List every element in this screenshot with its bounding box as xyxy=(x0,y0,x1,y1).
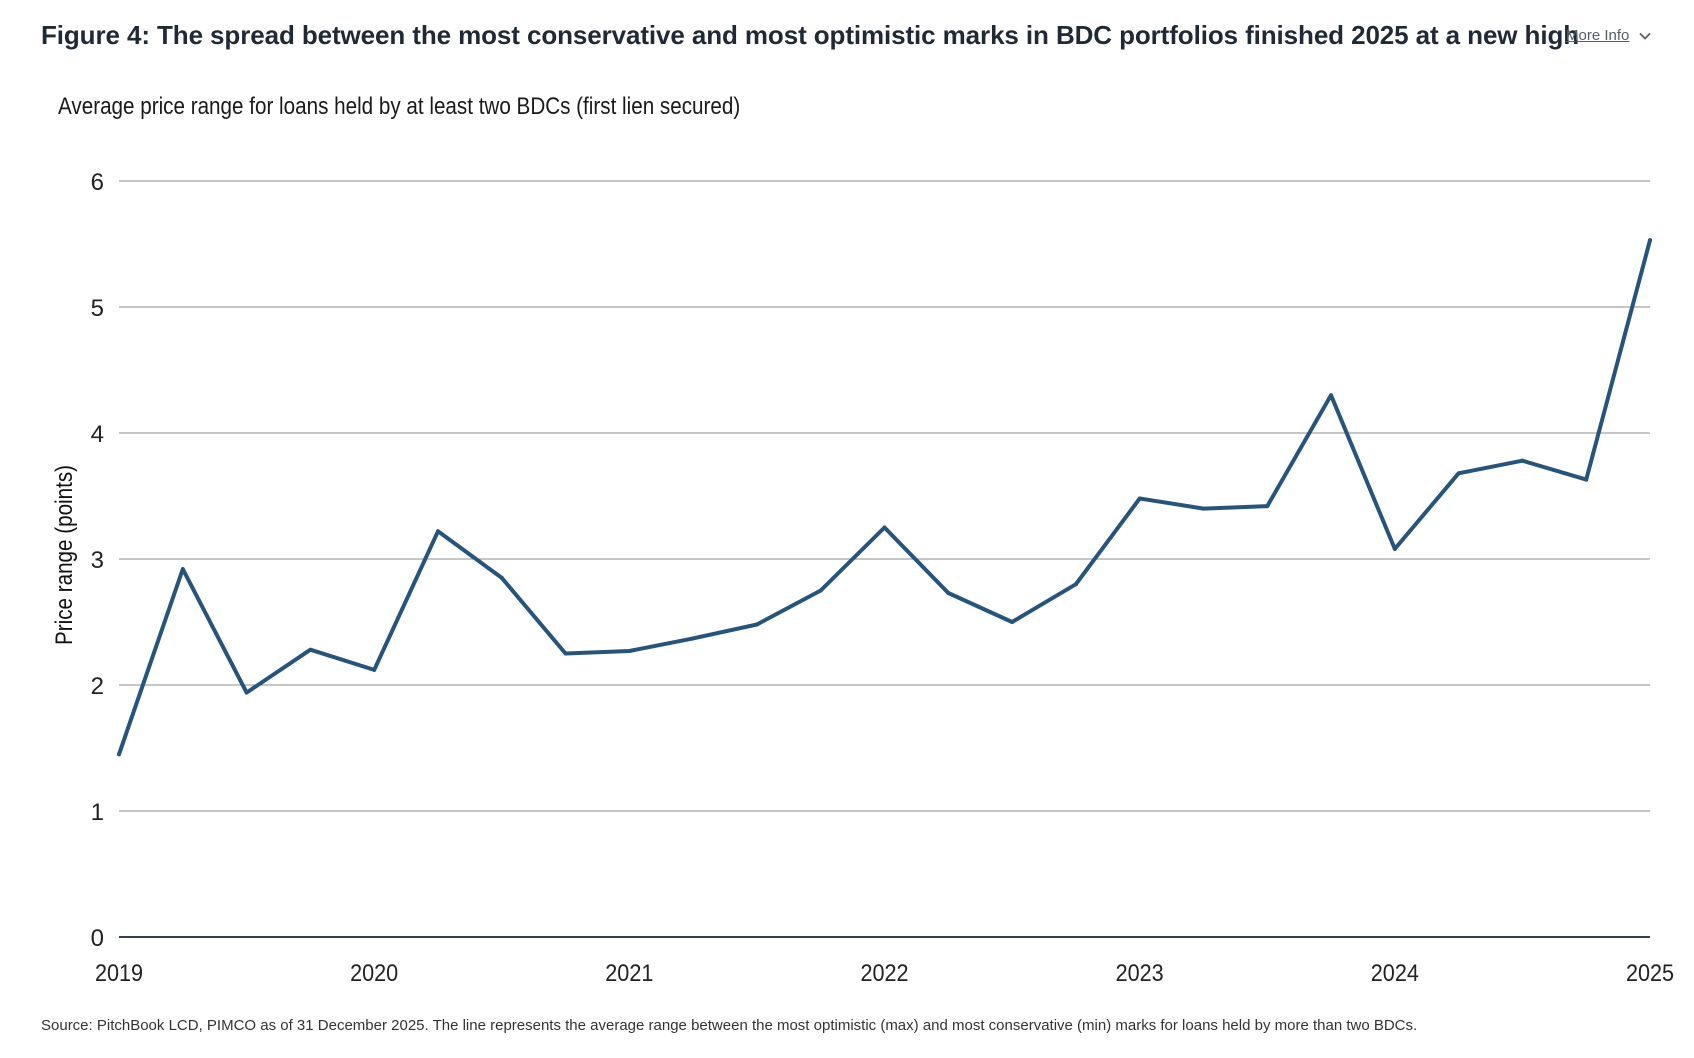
y-tick-label: 5 xyxy=(91,295,104,322)
data-point xyxy=(1073,582,1078,587)
y-tick-label: 0 xyxy=(91,925,104,952)
y-axis-title: Price range (points) xyxy=(51,465,78,645)
figure-title: Figure 4: The spread between the most co… xyxy=(41,20,1580,50)
data-point xyxy=(946,591,951,596)
source-note: Source: PitchBook LCD, PIMCO as of 31 De… xyxy=(41,1017,1418,1034)
x-tick-label: 2025 xyxy=(1626,959,1674,986)
data-point xyxy=(1137,496,1142,501)
data-point xyxy=(754,622,759,627)
y-tick-label: 6 xyxy=(91,169,104,196)
x-tick-label: 2020 xyxy=(350,959,398,986)
data-point xyxy=(1265,504,1270,509)
more-info-label: More Info xyxy=(1566,27,1630,44)
y-tick-label: 2 xyxy=(91,673,104,700)
data-point xyxy=(1392,546,1397,551)
data-point xyxy=(627,648,632,653)
data-point xyxy=(180,567,185,572)
x-tick-label: 2021 xyxy=(605,959,653,986)
data-point xyxy=(691,636,696,641)
data-point xyxy=(435,529,440,534)
x-axis-ticks: 2019 2020 2021 2022 2023 2024 2025 xyxy=(95,959,1674,986)
data-point xyxy=(499,575,504,580)
y-tick-label: 3 xyxy=(91,547,104,574)
x-tick-label: 2019 xyxy=(95,959,143,986)
gridlines xyxy=(119,180,1650,938)
more-info-button[interactable]: More Info xyxy=(1566,27,1653,44)
data-point xyxy=(882,525,887,530)
data-point xyxy=(1201,506,1206,511)
chevron-down-icon xyxy=(1639,32,1652,40)
data-point xyxy=(818,588,823,593)
x-tick-label: 2024 xyxy=(1371,959,1419,986)
series-layer xyxy=(117,238,1652,757)
data-point xyxy=(1329,393,1334,398)
data-point xyxy=(1456,471,1461,476)
data-point xyxy=(308,647,313,652)
data-point xyxy=(1520,458,1525,463)
data-point xyxy=(1648,238,1652,243)
data-point xyxy=(372,667,377,672)
chart-subtitle: Average price range for loans held by at… xyxy=(58,93,741,120)
data-point xyxy=(117,752,121,757)
x-tick-label: 2023 xyxy=(1116,959,1164,986)
y-axis-ticks: 0 1 2 3 4 5 6 xyxy=(91,169,104,952)
y-tick-label: 1 xyxy=(91,799,104,826)
x-tick-label: 2022 xyxy=(860,959,908,986)
series-line xyxy=(117,238,1652,757)
data-point xyxy=(244,690,249,695)
data-point xyxy=(1010,620,1015,624)
y-tick-label: 4 xyxy=(91,421,104,448)
data-point xyxy=(563,651,568,656)
data-point xyxy=(1584,477,1589,482)
